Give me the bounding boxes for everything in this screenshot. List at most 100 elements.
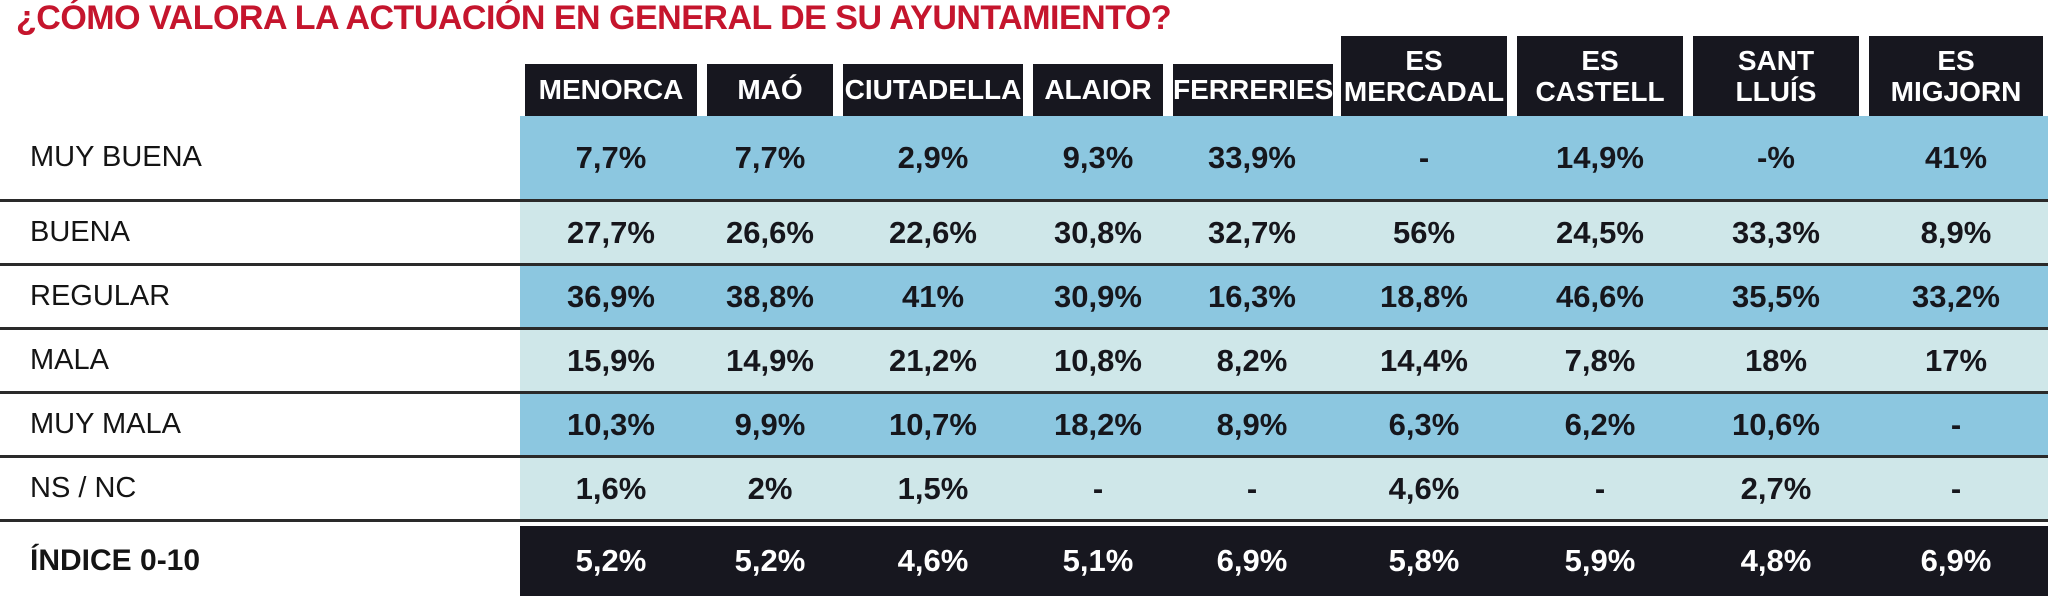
value-cell: 21,2% [838, 330, 1028, 391]
row-label: MALA [0, 330, 520, 391]
row-label: ÍNDICE 0-10 [0, 526, 520, 596]
value-cell: 2,9% [838, 116, 1028, 199]
value-cell: 33,2% [1864, 266, 2048, 327]
value-cell: 7,8% [1512, 330, 1688, 391]
value-cell: 8,2% [1168, 330, 1336, 391]
value-cell: 30,8% [1028, 202, 1168, 263]
value-cell: 26,6% [702, 202, 838, 263]
value-cell: 5,2% [702, 526, 838, 596]
column-header-ciutadella: CIUTADELLA [843, 64, 1023, 116]
value-cell: 22,6% [838, 202, 1028, 263]
table-row: REGULAR 36,9% 38,8% 41% 30,9% 16,3% 18,8% 46,6%… [0, 266, 2048, 330]
row-label: BUENA [0, 202, 520, 263]
table-row: MUY BUENA 7,7% 7,7% 2,9% 9,3% 33,9% -14,9% -% 41… [0, 116, 2048, 202]
value-cell: 10,3% [520, 394, 702, 455]
value-cell: 2,7% [1688, 458, 1864, 519]
column-header-label: LLUÍS [1735, 76, 1817, 107]
column-header-label: SANT [1737, 44, 1815, 76]
column-header-label: ES [1581, 44, 1619, 76]
column-header-label: CASTELL [1535, 76, 1665, 107]
value-cell: 14,9% [702, 330, 838, 391]
column-header-label: ES [1937, 44, 1975, 76]
value-cell: 6,9% [1168, 526, 1336, 596]
table-header: MENORCA MAÓ CIUTADELLA ALAIOR FERRERIES [0, 36, 2048, 116]
value-cell: 6,3% [1336, 394, 1512, 455]
value-cell: 56% [1336, 202, 1512, 263]
header-corner [0, 36, 520, 116]
value-cell: 1,5% [838, 458, 1028, 519]
column-header-menorca: MENORCA [525, 64, 697, 116]
value-cell: 18,8% [1336, 266, 1512, 327]
value-cell: 5,2% [520, 526, 702, 596]
value-cell: 27,7% [520, 202, 702, 263]
value-cell: 5,1% [1028, 526, 1168, 596]
row-label: NS / NC [0, 458, 520, 519]
column-header-label: CIUTADELLA [844, 74, 1022, 106]
page-title: ¿CÓMO VALORA LA ACTUACIÓN EN GENERAL DE … [16, 0, 1172, 37]
column-header-label: MENORCA [538, 74, 684, 106]
column-header-alaior: ALAIOR [1033, 64, 1163, 116]
column-header-sant-lluis: SANT LLUÍS [1693, 36, 1859, 116]
table-row: MUY MALA 10,3% 9,9% 10,7% 18,2% 8,9% 6,3% 6,2% 1… [0, 394, 2048, 458]
value-cell: - [1028, 458, 1168, 519]
value-cell: 18,2% [1028, 394, 1168, 455]
value-cell: 10,6% [1688, 394, 1864, 455]
column-header-es-mercadal: ES MERCADAL [1341, 36, 1507, 116]
table-body: MUY BUENA 7,7% 7,7% 2,9% 9,3% 33,9% -14,9% -% 41… [0, 116, 2048, 596]
value-cell: 33,3% [1688, 202, 1864, 263]
column-header-label: ES [1405, 44, 1443, 76]
value-cell: 6,9% [1864, 526, 2048, 596]
index-row: ÍNDICE 0-10 5,2% 5,2% 4,6% 5,1% 6,9% 5,8% 5,9% 4… [0, 526, 2048, 596]
value-cell: - [1168, 458, 1336, 519]
column-header-ferreries: FERRERIES [1173, 64, 1334, 116]
value-cell: 41% [1864, 116, 2048, 199]
value-cell: 4,8% [1688, 526, 1864, 596]
column-header-label: ALAIOR [1044, 74, 1152, 106]
value-cell: 5,9% [1512, 526, 1688, 596]
value-cell: - [1336, 116, 1512, 199]
value-cell: 8,9% [1864, 202, 2048, 263]
value-cell: 35,5% [1688, 266, 1864, 327]
value-cell: 17% [1864, 330, 2048, 391]
value-cell: 33,9% [1168, 116, 1336, 199]
value-cell: -% [1688, 116, 1864, 199]
column-header-label: MIGJORN [1890, 76, 2022, 107]
value-cell: 36,9% [520, 266, 702, 327]
value-cell: 8,9% [1168, 394, 1336, 455]
value-cell: 7,7% [702, 116, 838, 199]
value-cell: 30,9% [1028, 266, 1168, 327]
row-label: MUY MALA [0, 394, 520, 455]
value-cell: 6,2% [1512, 394, 1688, 455]
column-header-label: FERRERIES [1173, 74, 1334, 106]
column-header-es-castell: ES CASTELL [1517, 36, 1683, 116]
column-header-mao: MAÓ [707, 64, 833, 116]
value-cell: 7,7% [520, 116, 702, 199]
value-cell: - [1864, 394, 2048, 455]
table-row: MALA 15,9% 14,9% 21,2% 10,8% 8,2% 14,4% 7,8% 18%… [0, 330, 2048, 394]
column-header-es-migjorn: ES MIGJORN [1869, 36, 2043, 116]
value-cell: 4,6% [1336, 458, 1512, 519]
value-cell: 32,7% [1168, 202, 1336, 263]
value-cell: - [1864, 458, 2048, 519]
value-cell: 14,9% [1512, 116, 1688, 199]
value-cell: - [1512, 458, 1688, 519]
value-cell: 24,5% [1512, 202, 1688, 263]
row-label: MUY BUENA [0, 116, 520, 199]
value-cell: 10,8% [1028, 330, 1168, 391]
value-cell: 2% [702, 458, 838, 519]
value-cell: 1,6% [520, 458, 702, 519]
value-cell: 18% [1688, 330, 1864, 391]
value-cell: 16,3% [1168, 266, 1336, 327]
value-cell: 9,3% [1028, 116, 1168, 199]
value-cell: 38,8% [702, 266, 838, 327]
column-header-label: MERCADAL [1343, 76, 1505, 107]
value-cell: 41% [838, 266, 1028, 327]
value-cell: 9,9% [702, 394, 838, 455]
value-cell: 14,4% [1336, 330, 1512, 391]
value-cell: 4,6% [838, 526, 1028, 596]
value-cell: 10,7% [838, 394, 1028, 455]
table-row: NS / NC 1,6% 2% 1,5% - -4,6% -2,7% - [0, 458, 2048, 522]
row-label: REGULAR [0, 266, 520, 327]
value-cell: 5,8% [1336, 526, 1512, 596]
